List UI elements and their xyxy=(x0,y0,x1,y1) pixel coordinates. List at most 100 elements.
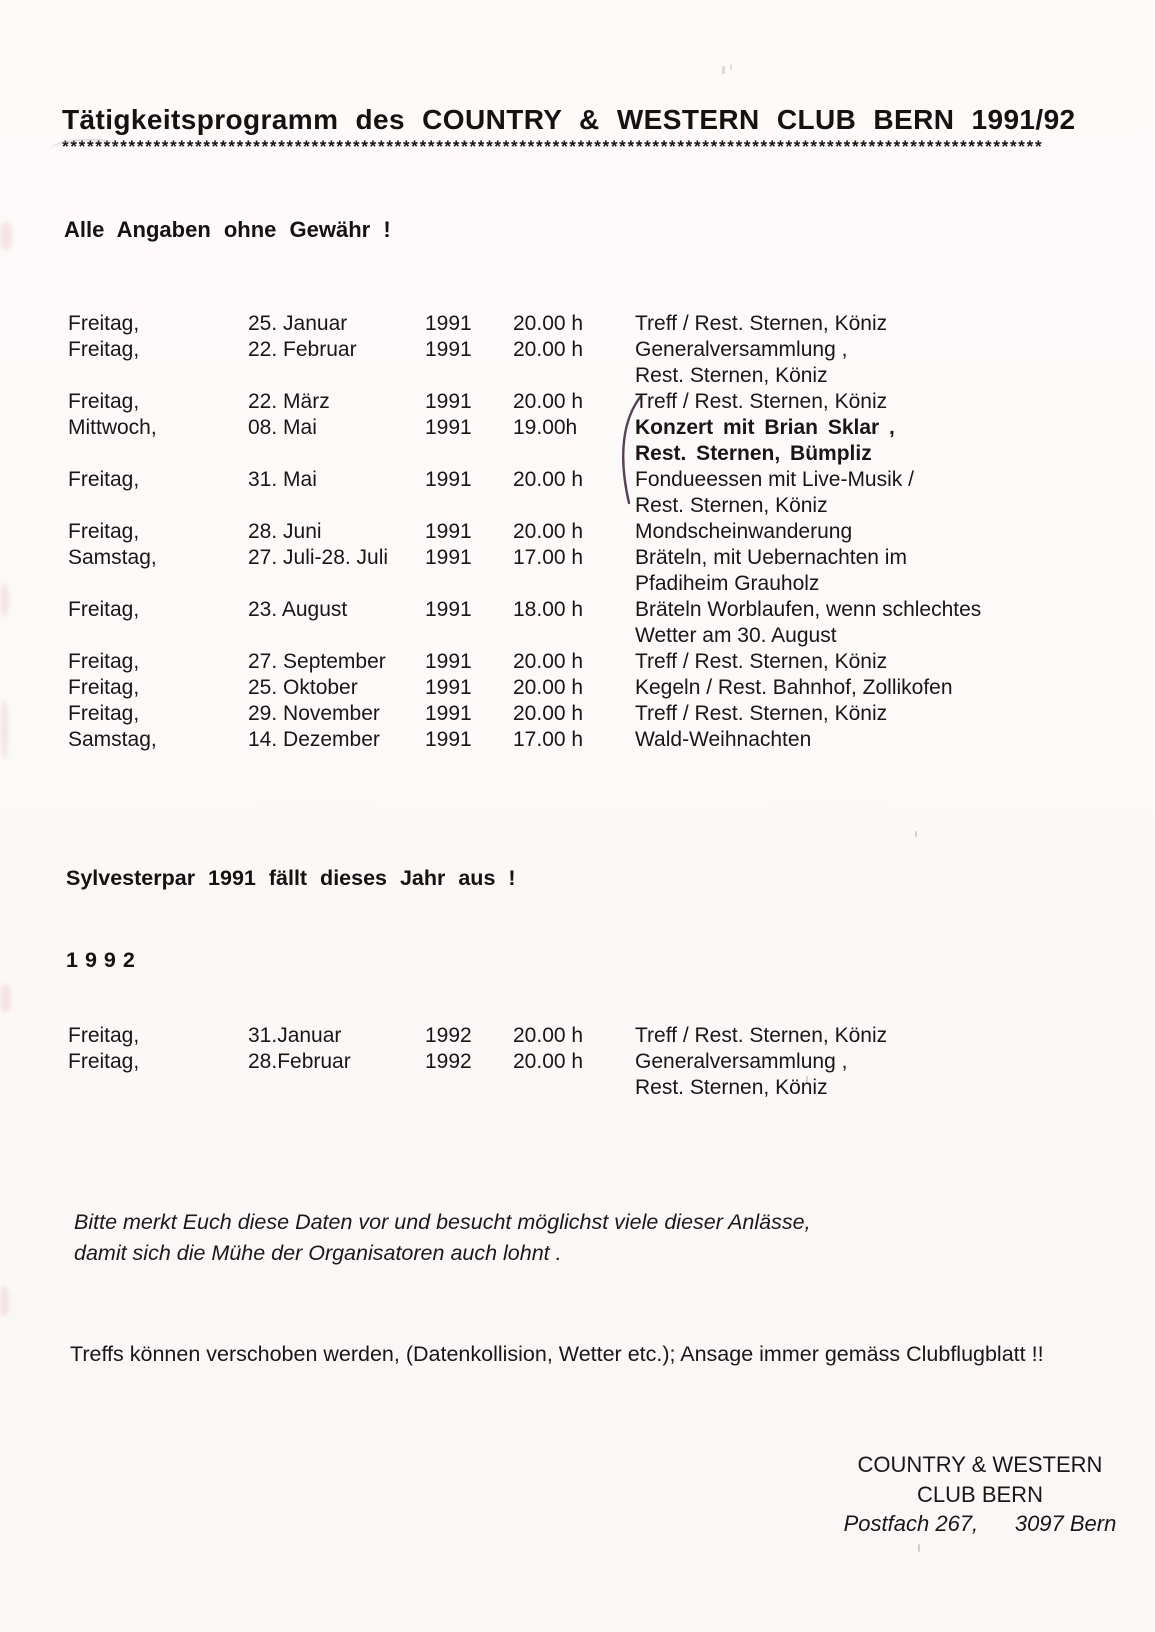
day-cell: Mittwoch, xyxy=(68,416,157,439)
schedule-row: Freitag, 28. Juni 1991 20.00 h Mondschei… xyxy=(68,519,981,545)
year-cell: 1991 xyxy=(425,650,472,673)
date-cell: 08. Mai xyxy=(248,416,317,439)
description-line: Konzert mit Brian Sklar , xyxy=(635,416,895,439)
day-cell: Freitag, xyxy=(68,702,140,725)
year-cell: 1991 xyxy=(425,338,472,361)
club-address: Postfach 267, 3097 Bern xyxy=(843,1511,1117,1536)
date-cell: 23. August xyxy=(248,598,348,621)
year-cell: 1991 xyxy=(425,728,472,751)
schedule-row: Freitag, 27. September 1991 20.00 h Tref… xyxy=(68,649,981,675)
date-cell: 27. Juli-28. Juli xyxy=(248,546,389,569)
reminder-paragraph: Bitte merkt Euch diese Daten vor und bes… xyxy=(74,1207,811,1269)
description-cell: Treff / Rest. Sternen, Köniz xyxy=(635,701,981,727)
date-cell: 29. November xyxy=(248,702,380,725)
date-cell: 14. Dezember xyxy=(248,728,380,751)
time-cell: 17.00 h xyxy=(513,728,584,751)
description-line: Treff / Rest. Sternen, Köniz xyxy=(635,312,888,335)
date-cell: 25. Oktober xyxy=(248,676,358,699)
day-cell: Freitag, xyxy=(68,520,140,543)
description-line: Generalversammlung , xyxy=(635,338,848,361)
schedule-row: Freitag, 31. Mai 1991 20.00 h Fondueesse… xyxy=(68,467,981,519)
description-cell: Generalversammlung , Rest. Sternen, Köniz xyxy=(635,337,981,389)
time-cell: 20.00 h xyxy=(513,390,584,413)
page-title: Tätigkeitsprogramm des COUNTRY & WESTERN… xyxy=(62,104,1076,135)
date-cell: 31. Mai xyxy=(248,468,317,491)
schedule-row: Mittwoch, 08. Mai 1991 19.00h Konzert mi… xyxy=(68,415,981,467)
time-cell: 20.00 h xyxy=(513,312,584,335)
date-cell: 27. September xyxy=(248,650,386,673)
year-cell: 1991 xyxy=(425,390,472,413)
year-1992-heading: 1992 xyxy=(66,948,142,972)
year-cell: 1991 xyxy=(425,416,472,439)
day-cell: Freitag, xyxy=(68,390,140,413)
time-cell: 20.00 h xyxy=(513,676,584,699)
day-cell: Freitag, xyxy=(68,1024,140,1047)
description-line: Bräteln Worblaufen, wenn schlechtes xyxy=(635,598,982,621)
day-cell: Freitag, xyxy=(68,312,140,335)
schedule-row: Freitag, 22. Februar 1991 20.00 h Genera… xyxy=(68,337,981,389)
club-address-block: COUNTRY & WESTERN CLUB BERN Postfach 267… xyxy=(820,1450,1140,1539)
time-cell: 20.00 h xyxy=(513,702,584,725)
scan-artifact-speck xyxy=(730,64,732,70)
description-cell: Mondscheinwanderung xyxy=(635,519,981,545)
description-line: Wetter am 30. August xyxy=(635,624,837,647)
year-cell: 1991 xyxy=(425,702,472,725)
club-name-line-1: COUNTRY & WESTERN xyxy=(857,1452,1103,1477)
description-line: Generalversammlung , xyxy=(635,1050,848,1073)
description-cell: Fondueessen mit Live-Musik / Rest. Sterne… xyxy=(635,467,981,519)
date-cell: 25. Januar xyxy=(248,312,348,335)
day-cell: Freitag, xyxy=(68,650,140,673)
description-line: Treff / Rest. Sternen, Köniz xyxy=(635,702,888,725)
day-cell: Freitag, xyxy=(68,1050,140,1073)
description-line: Pfadiheim Grauholz xyxy=(635,572,820,595)
page-header: Tätigkeitsprogramm des COUNTRY & WESTERN… xyxy=(62,104,1097,157)
schedule-row: Freitag, 25. Oktober 1991 20.00 h Kegeln… xyxy=(68,675,981,701)
description-line: Rest. Sternen, Köniz xyxy=(635,1076,828,1099)
description-cell: Kegeln / Rest. Bahnhof, Zollikofen xyxy=(635,675,981,701)
time-cell: 18.00 h xyxy=(513,598,584,621)
time-cell: 19.00h xyxy=(513,416,578,439)
time-cell: 20.00 h xyxy=(513,1050,584,1073)
schedule-table-1991: Freitag, 25. Januar 1991 20.00 h Treff /… xyxy=(68,311,981,753)
scan-artifact-smudge xyxy=(1,700,8,758)
description-cell: Bräteln, mit Uebernachten im Pfadiheim Gr… xyxy=(635,545,981,597)
schedule-row: Freitag, 22. März 1991 20.00 h Treff / R… xyxy=(68,389,981,415)
description-line: Rest. Sternen, Köniz xyxy=(635,364,828,387)
description-cell: Konzert mit Brian Sklar , Rest. Sternen, … xyxy=(635,415,981,467)
scan-artifact-smudge xyxy=(0,1286,9,1316)
description-cell: Treff / Rest. Sternen, Köniz xyxy=(635,311,981,337)
year-cell: 1991 xyxy=(425,468,472,491)
description-line: Treff / Rest. Sternen, Köniz xyxy=(635,650,888,673)
time-cell: 20.00 h xyxy=(513,520,584,543)
title-underline: ****************************************… xyxy=(62,137,1044,156)
date-cell: 31.Januar xyxy=(248,1024,342,1047)
date-cell: 22. Februar xyxy=(248,338,357,361)
scan-artifact-speck xyxy=(722,66,725,74)
description-cell: Bräteln Worblaufen, wenn schlechtes Wette… xyxy=(635,597,981,649)
club-name-line-2: CLUB BERN xyxy=(917,1481,1043,1507)
day-cell: Samstag, xyxy=(68,546,157,569)
schedule-row: Freitag, 29. November 1991 20.00 h Treff… xyxy=(68,701,981,727)
description-cell: Treff / Rest. Sternen, Köniz xyxy=(635,389,981,415)
description-line: Wald-Weihnachten xyxy=(635,728,812,751)
scan-artifact-speck xyxy=(915,831,917,837)
scan-artifact-speck xyxy=(918,1544,920,1552)
scan-artifact-smudge xyxy=(0,584,9,616)
schedule-table-1992: Freitag, 31.Januar 1992 20.00 h Treff / … xyxy=(68,1023,887,1101)
description-line: Mondscheinwanderung xyxy=(635,520,853,543)
time-cell: 17.00 h xyxy=(513,546,584,569)
handwritten-bracket-mark xyxy=(622,394,643,505)
schedule-row: Freitag, 23. August 1991 18.00 h Bräteln… xyxy=(68,597,981,649)
description-line: Bräteln, mit Uebernachten im xyxy=(635,546,907,569)
description-cell: Treff / Rest. Sternen, Köniz xyxy=(635,649,981,675)
day-cell: Samstag, xyxy=(68,728,157,751)
day-cell: Freitag, xyxy=(68,338,140,361)
time-cell: 20.00 h xyxy=(513,338,584,361)
schedule-row: Samstag, 27. Juli-28. Juli 1991 17.00 h … xyxy=(68,545,981,597)
year-cell: 1991 xyxy=(425,598,472,621)
description-line: Rest. Sternen, Köniz xyxy=(635,494,828,517)
description-cell: Wald-Weihnachten xyxy=(635,727,981,753)
reschedule-note: Treffs können verschoben werden, (Datenk… xyxy=(70,1342,1044,1366)
description-line: Kegeln / Rest. Bahnhof, Zollikofen xyxy=(635,676,953,699)
